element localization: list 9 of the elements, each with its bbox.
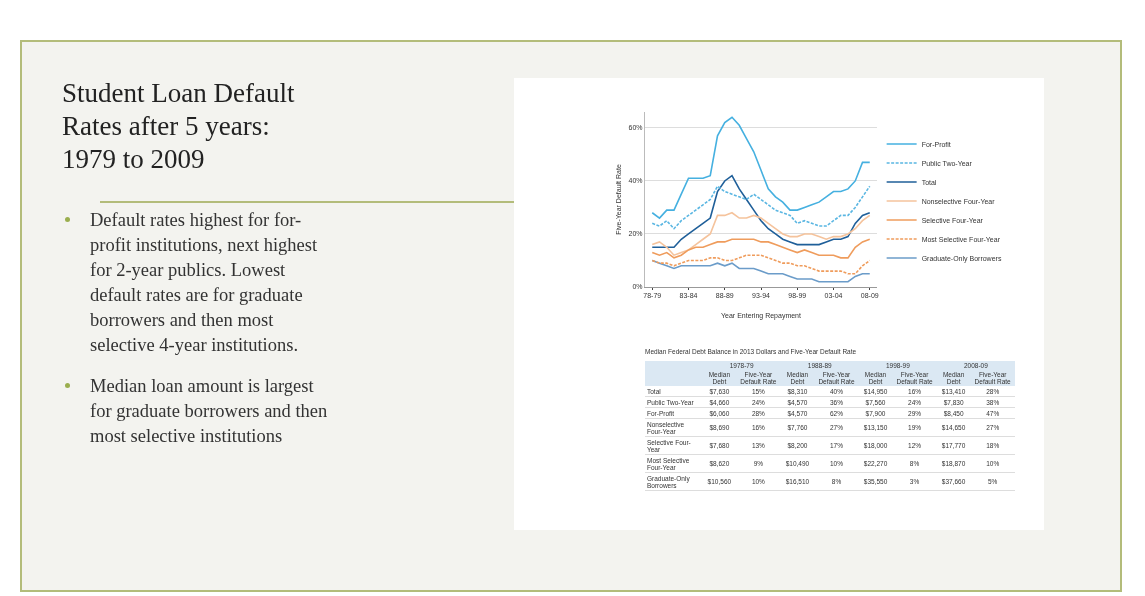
text: Median loan amount is largest for graduate borrowers and then most selective institutions [90,376,328,446]
line-series [651,211,871,256]
line-series [651,254,871,275]
text: Student Loan Default Rates after 5 years: 1979 to 2009 [62,77,296,176]
line-series [651,238,871,259]
text: Default rates highest for for-profit institutions, next highest for 2-year publics. Lowest default rates are for graduate borrowers and then most selective 4-year institutions. [90,210,318,355]
line-series [651,174,871,249]
line-series [651,185,871,230]
line-series [651,116,871,219]
